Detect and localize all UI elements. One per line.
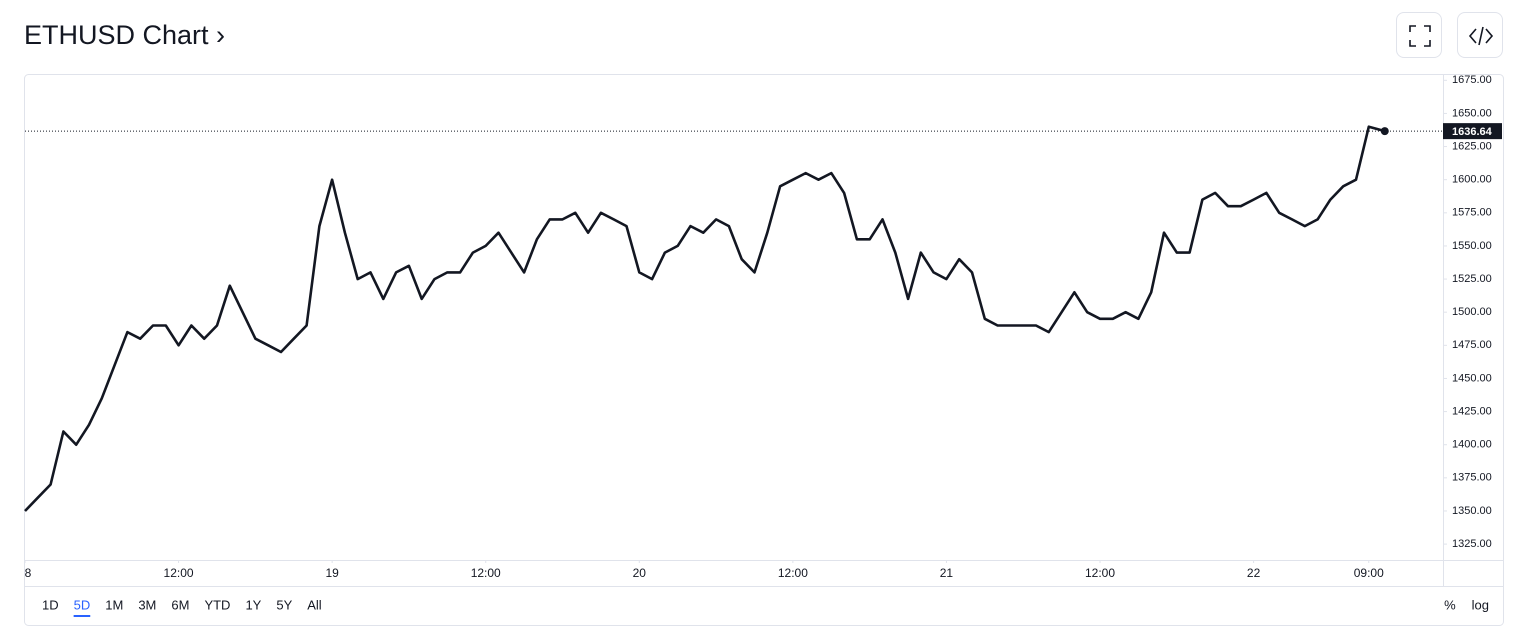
x-tick-label: 20 [633, 566, 647, 580]
y-tick-label: 1550.00 [1452, 240, 1492, 252]
x-tick-label: 12:00 [471, 566, 501, 580]
x-tick-label: 8 [25, 566, 32, 580]
y-tick-label: 1425.00 [1452, 405, 1492, 417]
range-button[interactable]: 1M [105, 597, 123, 612]
fullscreen-button[interactable] [1396, 12, 1442, 58]
last-price-tag [1443, 123, 1502, 140]
range-button[interactable]: 3M [138, 597, 156, 612]
x-tick-label: 22 [1247, 566, 1261, 580]
price-line [24, 125, 1386, 512]
y-tick-label: 1450.00 [1452, 372, 1492, 384]
embed-icon [1468, 26, 1494, 46]
last-price-label: 1636.64 [1452, 126, 1493, 138]
x-tick-label: 12:00 [1085, 566, 1115, 580]
y-tick-label: 1375.00 [1452, 472, 1492, 484]
chart-frame [24, 74, 1504, 626]
range-button[interactable]: All [307, 597, 322, 612]
x-tick-label: 09:00 [1354, 566, 1384, 580]
range-button[interactable]: YTD [204, 597, 230, 612]
range-button[interactable]: 5Y [276, 597, 292, 612]
range-button[interactable]: 1D [42, 597, 59, 612]
y-tick-label: 1400.00 [1452, 439, 1492, 451]
embed-button[interactable] [1457, 12, 1503, 58]
range-button[interactable]: 1Y [245, 597, 261, 612]
y-tick-label: 1675.00 [1452, 74, 1492, 86]
y-tick-label: 1625.00 [1452, 140, 1492, 152]
x-tick-label: 21 [940, 566, 954, 580]
y-tick-label: 1325.00 [1452, 538, 1492, 550]
y-tick-label: 1600.00 [1452, 174, 1492, 186]
x-tick-label: 19 [325, 566, 339, 580]
scale-button[interactable]: % [1444, 597, 1456, 612]
y-tick-label: 1575.00 [1452, 207, 1492, 219]
y-tick-label: 1650.00 [1452, 107, 1492, 119]
x-tick-label: 12:00 [778, 566, 808, 580]
range-button[interactable]: 6M [171, 597, 189, 612]
y-tick-label: 1500.00 [1452, 306, 1492, 318]
y-tick-label: 1475.00 [1452, 339, 1492, 351]
scale-button[interactable]: log [1472, 597, 1489, 612]
y-tick-label: 1350.00 [1452, 505, 1492, 517]
range-button[interactable]: 5D [74, 597, 91, 612]
y-tick-label: 1525.00 [1452, 273, 1492, 285]
fullscreen-icon [1409, 25, 1431, 47]
title[interactable]: ETHUSD Chart › [24, 20, 226, 50]
x-tick-label: 12:00 [164, 566, 194, 580]
